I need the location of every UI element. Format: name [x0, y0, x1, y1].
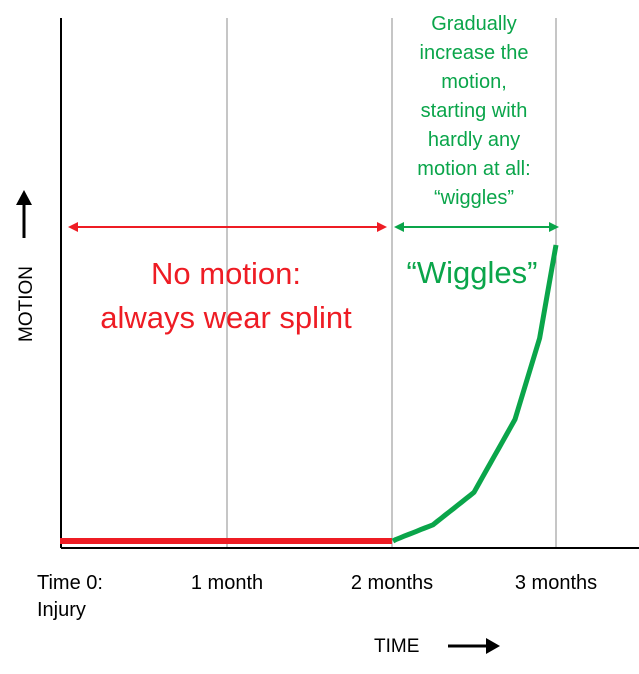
no-motion-label: No motion: always wear splint: [100, 256, 352, 335]
axes: [60, 18, 639, 549]
x-tick-label: 1 month: [191, 572, 263, 594]
x-tick-labels: Time 0: Injury 1 month 2 months 3 months: [37, 572, 597, 621]
gradually-note: Gradually increase the motion, starting wit…: [417, 13, 530, 209]
x-tick-label: Time 0: Injury: [37, 572, 103, 621]
x-tick-label: 3 months: [515, 572, 597, 594]
grid-lines: [226, 18, 557, 548]
wiggles-label: “Wiggles”: [407, 255, 538, 290]
series: [60, 244, 559, 544]
annotations: No motion: always wear splint “Wiggles” Gra…: [68, 13, 559, 335]
y-axis-arrow: [16, 190, 32, 238]
x-axis-arrow: [448, 638, 500, 654]
y-axis-label: MOTION: [16, 266, 37, 342]
series-line-wiggles: [391, 244, 559, 544]
x-axis-label: TIME: [374, 636, 419, 657]
x-tick-label: 2 months: [351, 572, 433, 594]
